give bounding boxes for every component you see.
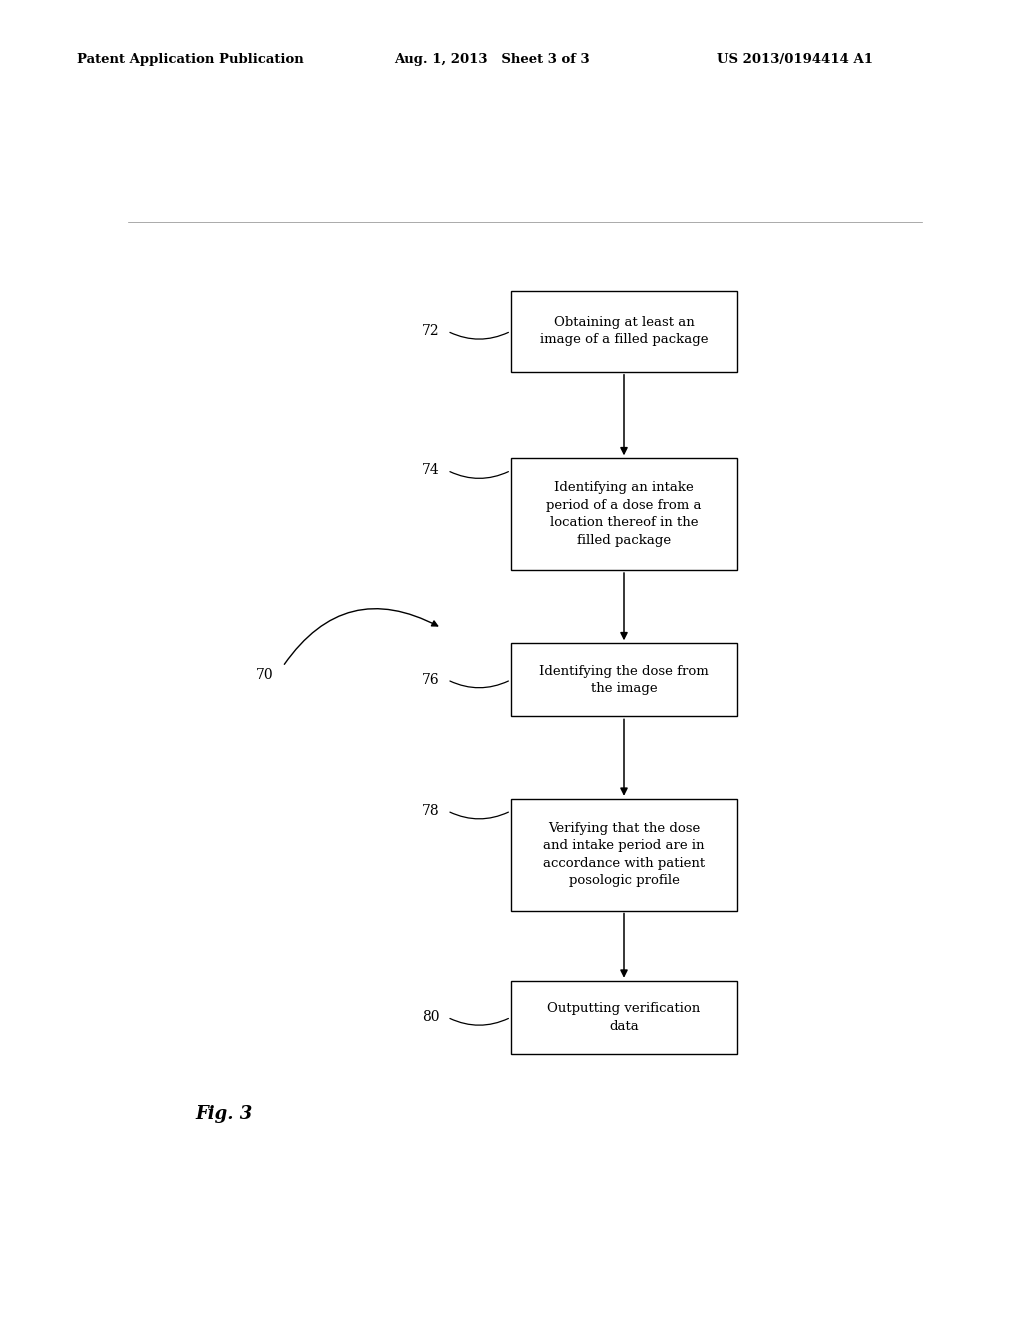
Text: 80: 80 [422, 1010, 439, 1024]
Text: Identifying the dose from
the image: Identifying the dose from the image [539, 664, 709, 696]
Text: 76: 76 [422, 673, 439, 686]
FancyBboxPatch shape [511, 799, 737, 911]
Text: Patent Application Publication: Patent Application Publication [77, 53, 303, 66]
Text: Outputting verification
data: Outputting verification data [548, 1002, 700, 1032]
Text: 70: 70 [256, 668, 273, 681]
Text: 72: 72 [422, 325, 439, 338]
FancyBboxPatch shape [511, 981, 737, 1053]
Text: Aug. 1, 2013   Sheet 3 of 3: Aug. 1, 2013 Sheet 3 of 3 [394, 53, 590, 66]
Text: US 2013/0194414 A1: US 2013/0194414 A1 [717, 53, 872, 66]
Text: Identifying an intake
period of a dose from a
location thereof in the
filled pac: Identifying an intake period of a dose f… [546, 482, 701, 546]
FancyBboxPatch shape [511, 458, 737, 570]
Text: 78: 78 [422, 804, 439, 818]
Text: Verifying that the dose
and intake period are in
accordance with patient
posolog: Verifying that the dose and intake perio… [543, 822, 706, 887]
Text: Fig. 3: Fig. 3 [196, 1105, 253, 1123]
FancyBboxPatch shape [511, 643, 737, 717]
Text: Obtaining at least an
image of a filled package: Obtaining at least an image of a filled … [540, 315, 709, 346]
FancyBboxPatch shape [511, 290, 737, 372]
Text: 74: 74 [422, 463, 439, 478]
